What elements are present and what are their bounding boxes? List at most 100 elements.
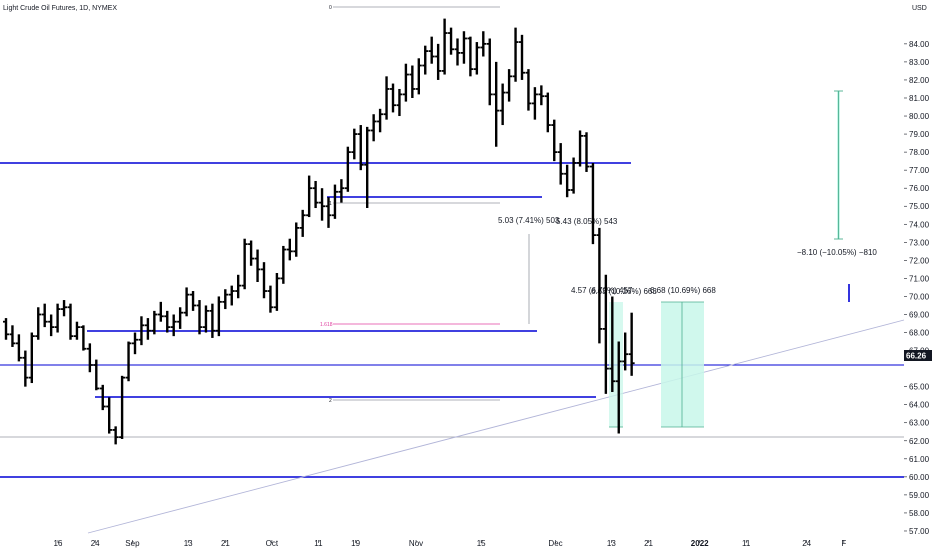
y-tick-label: 61.00 <box>909 455 930 464</box>
x-tick-label: F <box>841 539 846 548</box>
y-tick-label: 57.00 <box>909 527 930 536</box>
ohlc-bar <box>196 300 203 335</box>
ohlc-bar <box>67 303 74 340</box>
ohlc-bar <box>61 300 68 317</box>
ohlc-bar <box>319 188 326 221</box>
ohlc-bar <box>338 179 345 203</box>
ohlc-bar <box>254 249 261 283</box>
y-tick-label: 73.00 <box>909 238 930 247</box>
fib-label-2: 2 <box>329 398 332 404</box>
ohlc-bar <box>402 63 409 102</box>
ohlc-bar <box>157 301 164 322</box>
y-tick-label: 60.00 <box>909 473 930 482</box>
ohlc-bar <box>628 312 635 376</box>
ohlc-bar <box>112 426 119 445</box>
ohlc-bar <box>531 87 538 120</box>
ohlc-bar <box>151 310 158 335</box>
ohlc-bar <box>190 291 197 311</box>
ohlc-bar <box>499 83 506 126</box>
ohlc-bar <box>15 334 22 362</box>
ohlc-bar <box>370 114 377 142</box>
ohlc-bar <box>209 303 216 338</box>
ohlc-bar <box>609 296 616 393</box>
currency-label: USD <box>912 5 927 12</box>
ohlc-bars[interactable] <box>3 18 635 445</box>
ohlc-bar <box>170 314 177 337</box>
ohlc-bar <box>280 245 287 284</box>
ohlc-bar <box>99 384 106 411</box>
ohlc-bar <box>390 83 396 113</box>
ohlc-bar <box>344 146 351 192</box>
ohlc-bar <box>377 108 384 133</box>
y-tick-label: 82.00 <box>909 76 930 85</box>
ohlc-bar <box>544 92 551 133</box>
ohlc-bar <box>596 227 603 344</box>
ohlc-bar <box>525 69 532 111</box>
ohlc-bar <box>331 184 338 219</box>
x-tick-label: 21 <box>644 539 653 548</box>
ohlc-bar <box>28 332 35 384</box>
ohlc-bar <box>106 397 113 434</box>
ohlc-bar <box>54 303 61 333</box>
y-tick-label: 78.00 <box>909 148 930 157</box>
ohlc-bar <box>144 318 151 340</box>
ohlc-bar <box>602 274 609 394</box>
ohlc-bar <box>86 343 93 373</box>
fib-extension[interactable]: 0 1 1.618 2 <box>320 5 500 404</box>
y-tick-label: 83.00 <box>909 58 930 67</box>
ohlc-bar <box>493 61 500 147</box>
x-tick-label: 11 <box>314 539 323 548</box>
y-tick-label: 68.00 <box>909 329 930 338</box>
ohlc-bar <box>164 310 171 333</box>
x-tick-label: 21 <box>221 539 230 548</box>
price-axis[interactable]: 84.00 83.00 82.00 81.00 80.00 79.00 78.00 77.00… <box>904 40 930 536</box>
ohlc-bar <box>93 359 100 391</box>
level-lines[interactable] <box>0 162 904 478</box>
ohlc-bar <box>267 285 274 313</box>
y-tick-label: 80.00 <box>909 112 930 121</box>
y-tick-label: 84.00 <box>909 40 930 49</box>
ohlc-bar <box>241 238 248 290</box>
ohlc-bar <box>293 222 300 257</box>
y-tick-label: 71.00 <box>909 274 930 283</box>
ohlc-bar <box>506 69 513 102</box>
y-tick-label: 58.00 <box>909 509 930 518</box>
x-tick-label: 11 <box>742 539 751 548</box>
ohlc-bar <box>202 305 209 333</box>
y-tick-label: 64.00 <box>909 401 930 410</box>
current-price-label: 66.26 <box>906 352 927 361</box>
ohlc-bar <box>615 341 622 434</box>
ohlc-bar <box>383 76 390 120</box>
ohlc-bar <box>177 307 184 329</box>
x-tick-label: 2022 <box>691 539 709 548</box>
y-tick-label: 65.00 <box>909 383 930 392</box>
ohlc-bar <box>132 332 138 355</box>
ohlc-bar <box>557 143 564 185</box>
ohlc-bar <box>48 314 55 337</box>
ohlc-bar <box>589 162 596 245</box>
ohlc-bar <box>467 36 474 77</box>
ohlc-bar <box>486 38 493 106</box>
x-tick-label: Oct <box>266 539 279 548</box>
ohlc-bar <box>422 45 429 75</box>
ohlc-bar <box>325 197 332 228</box>
ohlc-bar <box>415 58 422 95</box>
y-tick-label: 62.00 <box>909 437 930 446</box>
measure-label-503: 5.03 (7.41%) 503 <box>498 216 560 225</box>
ohlc-bar <box>80 325 87 351</box>
ohlc-bar <box>577 130 584 167</box>
x-tick-label: 13 <box>184 539 193 548</box>
ohlc-bar <box>538 85 545 106</box>
x-tick-label: Dec <box>548 539 562 548</box>
ohlc-bar <box>261 262 267 299</box>
time-axis[interactable]: 16 24 Sep 13 21 Oct 11 19 Nov 15 Dec 13 21 2022 11 24 F <box>54 539 847 548</box>
rising-trendline[interactable] <box>87 319 905 534</box>
measure-label-663: 6.63 (10.26%) 663 <box>591 287 657 296</box>
measure-label-minus-810: −8.10 (−10.05%) −810 <box>797 248 877 257</box>
ohlc-bar <box>273 272 280 311</box>
ohlc-bar <box>364 126 371 209</box>
price-range-box-2[interactable] <box>661 302 704 427</box>
ohlc-bar <box>519 34 525 80</box>
x-tick-label: 24 <box>802 539 811 548</box>
